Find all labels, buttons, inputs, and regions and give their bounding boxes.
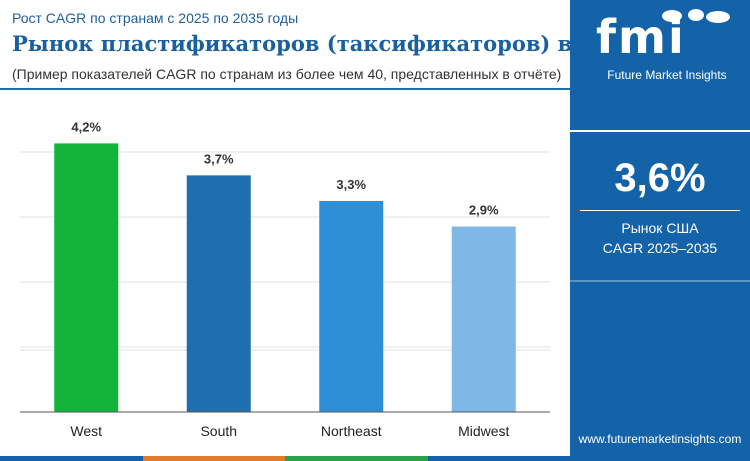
- chart-panel: Рост CAGR по странам с 2025 по 2035 годы…: [0, 10, 641, 439]
- category-label: West: [70, 423, 102, 439]
- highlight-label: Рынок США CAGR 2025–2035: [570, 218, 750, 258]
- highlight-label-line1: Рынок США: [621, 220, 699, 236]
- bottom-color-bar: [0, 456, 570, 461]
- stripe-divider: [570, 130, 750, 132]
- highlight-label-line2: CAGR 2025–2035: [602, 240, 718, 256]
- highlight-value: 3,6%: [614, 156, 706, 200]
- bar-south: [186, 175, 251, 412]
- bar-value-label: 3,3%: [336, 177, 366, 192]
- bottom-bar-segment: [142, 456, 285, 461]
- bottom-bar-segment: [427, 456, 570, 461]
- bottom-bar-segment: [285, 456, 428, 461]
- chart-subtitle: Рост CAGR по странам с 2025 по 2035 годы: [12, 10, 299, 26]
- sidebar: fmi Future Market Insights 3,6% Рынок СШ…: [570, 0, 750, 461]
- category-label: Northeast: [321, 423, 382, 439]
- bar-value-label: 2,9%: [469, 203, 499, 218]
- highlight-divider: [580, 210, 740, 211]
- bar-value-label: 3,7%: [204, 151, 234, 166]
- logo-subtitle: Future Market Insights: [607, 68, 727, 82]
- bar-northeast: [319, 200, 384, 412]
- website-link[interactable]: www.futuremarketinsights.com: [578, 432, 742, 446]
- chart-note: (Пример показателей CAGR по странам из б…: [12, 66, 562, 82]
- category-label: South: [200, 423, 237, 439]
- bar-midwest: [451, 226, 516, 412]
- header-divider: [0, 88, 570, 90]
- category-label: Midwest: [458, 423, 509, 439]
- fmi-logo: fmi Future Market Insights: [588, 6, 738, 84]
- stripe-divider-2: [570, 280, 750, 282]
- bar-chart: 4,2% West 3,7% South 3,3% Northeast 2,9% Midwes…: [20, 119, 550, 439]
- bottom-bar-segment: [0, 456, 143, 461]
- bar-value-label: 4,2%: [71, 119, 101, 134]
- globe-map-icon: [662, 9, 730, 23]
- bar-west: [54, 143, 119, 412]
- chart-title: Рынок пластификаторов (таксификаторов) в…: [12, 31, 641, 56]
